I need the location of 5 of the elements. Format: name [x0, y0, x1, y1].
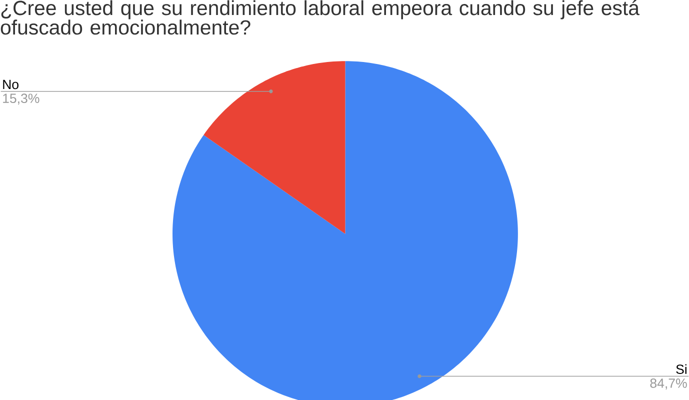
data-label: 15,3%: [3, 93, 40, 104]
slice-label: No: [3, 80, 18, 89]
slice-label: Si: [676, 364, 686, 374]
chart-title: ¿Cree usted que su rendimiento laboral empeora cuando su jefe está ofuscado emocionalmente?: [0, 0, 640, 34]
data-label: 84,7%: [650, 378, 687, 390]
